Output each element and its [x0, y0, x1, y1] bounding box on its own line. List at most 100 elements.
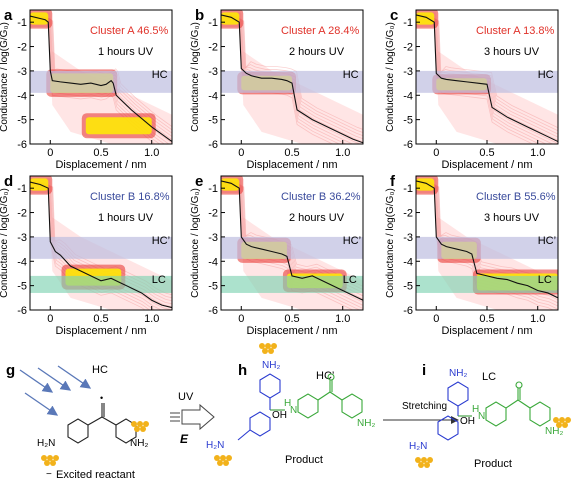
band-label: HC’	[538, 235, 556, 247]
y-tick-label: -5	[17, 115, 27, 127]
band-label: HC	[152, 69, 168, 81]
y-tick-label: -3	[403, 66, 413, 78]
heatmap-streak	[420, 13, 558, 129]
heatmap-streak	[225, 13, 363, 130]
heatmap-area	[30, 176, 172, 310]
heat-core	[221, 178, 240, 191]
x-tick-label: 1.0	[530, 313, 545, 325]
example-trace	[416, 14, 558, 143]
gold-electrode-icon	[415, 457, 433, 468]
band2-label: LC	[152, 274, 166, 286]
uv-time-label: 1 hours UV	[98, 46, 154, 58]
panel-letter-i: i	[422, 362, 426, 379]
y-tick-label: -1	[403, 183, 413, 195]
product-molecule-h	[237, 373, 363, 441]
uv-label: UV	[178, 391, 194, 403]
uv-time-label: 3 hours UV	[484, 212, 540, 224]
n-label-i: H	[472, 404, 479, 415]
gold-electrode-icon	[214, 455, 232, 466]
lc-band	[30, 275, 172, 293]
y-tick-label: -4	[403, 256, 413, 268]
hc-band	[416, 236, 558, 259]
caption-product-i: Product	[474, 458, 512, 470]
x-tick-label: 1.0	[144, 147, 159, 159]
heatmap-area	[30, 10, 172, 144]
x-tick-label: 0	[47, 147, 53, 159]
y-axis-label: Conductance / log(G/G₀)	[0, 22, 10, 132]
y-axis-label: Conductance / log(G/G₀)	[385, 188, 396, 298]
panel-letter-h: h	[238, 362, 247, 379]
light-ray	[19, 369, 54, 393]
gold-electrode-icon	[41, 455, 59, 466]
panel-letter-d: d	[4, 173, 13, 190]
y-tick-label: -1	[208, 17, 218, 29]
panel-letter-a: a	[4, 7, 13, 24]
band2-label: LC	[343, 274, 357, 286]
x-tick-label: 0.5	[93, 147, 108, 159]
y-tick-label: -6	[208, 305, 218, 317]
band2-label: LC	[538, 274, 552, 286]
uv-time-label: 2 hours UV	[289, 46, 345, 58]
stretching-label: Stretching	[402, 401, 447, 412]
x-axis-label: Displacement / nm	[441, 159, 532, 171]
nh2-right-i: NH₂	[545, 426, 563, 437]
y-tick-label: -2	[17, 42, 27, 54]
y-tick-label: -4	[208, 256, 218, 268]
heatmap-area	[416, 176, 558, 310]
state-label-g: HC	[92, 364, 108, 376]
pink-cloud	[30, 12, 172, 144]
caption-excited-reactant: Excited reactant	[56, 469, 135, 481]
hc-band	[30, 236, 172, 259]
x-axis-label: Displacement / nm	[246, 325, 337, 337]
heatmap-streak	[221, 181, 363, 309]
uv-arrow	[170, 403, 215, 431]
reaction-scheme: g HC • H₂N NH₂ − Excited reactant UV	[6, 343, 571, 481]
heat-core	[85, 117, 152, 135]
product-molecule-i	[437, 381, 551, 441]
n-atom-h: N	[290, 405, 297, 416]
band-label: HC’	[152, 235, 170, 247]
y-tick-label: -5	[403, 281, 413, 293]
y-tick-label: -4	[17, 90, 27, 102]
example-trace	[221, 14, 363, 144]
panel-letter-g: g	[6, 362, 15, 379]
oh-label-h: OH	[272, 410, 287, 421]
y-tick-label: -6	[17, 305, 27, 317]
y-tick-label: -4	[17, 256, 27, 268]
state-label-i: LC	[482, 371, 496, 383]
y-tick-label: -3	[208, 232, 218, 244]
y-tick-label: -6	[208, 139, 218, 151]
radical-dot: •	[100, 393, 103, 403]
band-label: HC	[538, 69, 554, 81]
y-axis-label: Conductance / log(G/G₀)	[385, 22, 396, 132]
x-tick-label: 1.0	[144, 313, 159, 325]
cluster-label: Cluster A 13.8%	[476, 25, 554, 37]
hc-band	[221, 236, 363, 259]
nh2-top-i: NH₂	[449, 368, 467, 379]
hc-band	[30, 70, 172, 93]
gold-electrode-icon	[259, 343, 277, 354]
x-axis-label: Displacement / nm	[55, 159, 146, 171]
hc-band	[416, 70, 558, 93]
panel-letter-e: e	[195, 173, 203, 190]
gold-electrode-icon	[131, 421, 149, 432]
panel-letter-b: b	[195, 7, 204, 24]
y-tick-label: -5	[208, 115, 218, 127]
x-axis-label: Displacement / nm	[441, 325, 532, 337]
uv-time-label: 3 hours UV	[484, 46, 540, 58]
y-tick-label: -2	[403, 42, 413, 54]
hc-band	[221, 70, 363, 93]
lc-band	[416, 275, 558, 293]
example-trace	[221, 180, 363, 301]
y-tick-label: -3	[208, 66, 218, 78]
heatmap-area	[416, 10, 558, 144]
field-label: E	[180, 432, 189, 446]
heatmap-area	[221, 176, 363, 310]
lc-band	[221, 275, 363, 293]
x-tick-label: 0.5	[284, 313, 299, 325]
y-tick-label: -6	[403, 139, 413, 151]
